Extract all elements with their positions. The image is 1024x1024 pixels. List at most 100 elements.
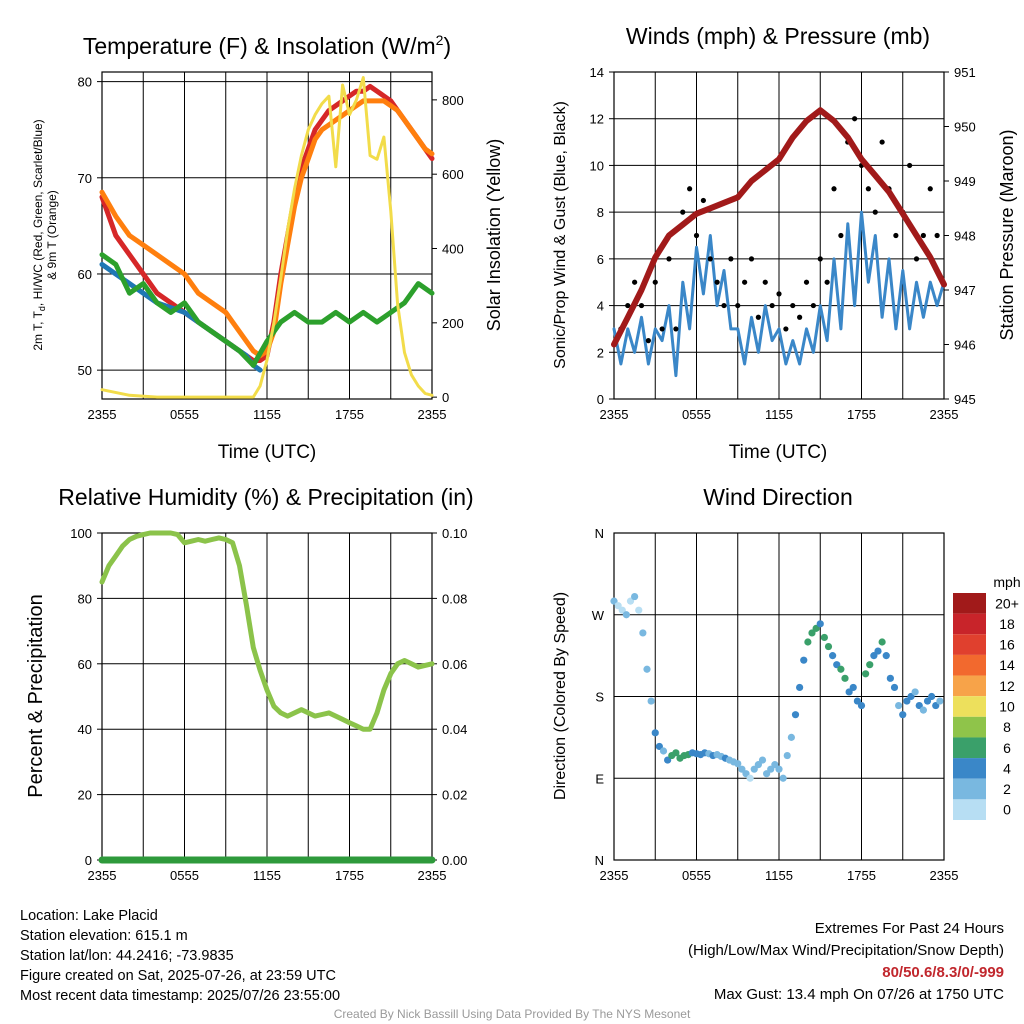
winds-y2-tick-label: 946	[954, 338, 976, 353]
humidity-y-tick-label: 100	[70, 526, 92, 541]
temperature-y-tick-label: 50	[78, 363, 92, 378]
wind-direction-point	[800, 656, 808, 664]
winds-gust-point	[742, 279, 748, 285]
winds-gust-point	[865, 186, 871, 192]
wind-direction-y-tick-label: N	[595, 853, 604, 868]
wind-direction-chart-title: Wind Direction	[703, 484, 853, 510]
latlon-text: Station lat/lon: 44.2416; -73.9835	[20, 948, 234, 964]
wind-direction-point	[779, 774, 787, 782]
winds-gust-point	[638, 302, 645, 309]
winds-gust-point	[831, 186, 837, 192]
winds-gust-point	[735, 302, 741, 309]
humidity-y2-tick-label: 0.10	[442, 526, 467, 541]
humidity-series-line	[99, 530, 435, 732]
humidity-x-tick-label: 2355	[418, 868, 447, 883]
wind-direction-point	[890, 683, 899, 692]
winds-y-tick-label: 10	[590, 158, 604, 173]
winds-gust-point	[790, 302, 796, 309]
colorbar-label: 4	[1003, 760, 1011, 776]
winds-y-tick-label: 12	[590, 112, 604, 127]
wind-direction-point	[791, 711, 800, 719]
winds-gust-point	[680, 209, 686, 215]
winds-gust-point	[645, 338, 651, 344]
wind-direction-x-tick-label: 2355	[600, 868, 629, 883]
colorbar-swatch	[953, 716, 986, 738]
winds-y-tick-label: 14	[590, 65, 604, 80]
wind-direction-point	[874, 647, 882, 655]
winds-xlabel: Time (UTC)	[729, 442, 828, 463]
wind-direction-x-tick-label: 1155	[765, 868, 793, 883]
temperature-y2-tick-label: 200	[442, 316, 464, 331]
temperature-y2-tick-label: 0	[442, 390, 449, 405]
winds-gust-point	[769, 302, 775, 309]
winds-gust-point	[927, 186, 933, 192]
colorbar-swatch	[953, 799, 986, 820]
wind-direction-point	[758, 756, 767, 764]
winds-gust-point	[893, 232, 899, 239]
winds-gust-point	[714, 279, 720, 285]
temperature-ylabel-line1: 2m T, Td, HI/WC (Red, Green, Scarlet/Blu…	[31, 119, 47, 350]
winds-gust-point	[762, 279, 768, 285]
colorbar-swatch	[953, 696, 986, 717]
winds-gust-point	[934, 232, 940, 239]
wind-direction-point	[857, 701, 866, 710]
humidity-y2-tick-label: 0.06	[442, 657, 467, 672]
wind-direction-point	[882, 652, 890, 660]
extremes-values: 80/50.6/8.3/0/-999	[882, 964, 1004, 981]
winds-gust-point	[824, 279, 830, 285]
temperature-ylabel-line2: & 9m T (Orange)	[45, 190, 59, 280]
wind-direction-point	[899, 711, 907, 719]
temperature-x-tick-label: 1755	[335, 407, 364, 422]
temperature-chart: Temperature (F) & Insolation (W/m2) 2m T…	[31, 32, 504, 463]
wind-direction-y-tick-label: S	[595, 690, 604, 705]
wind-direction-point	[672, 749, 680, 757]
winds-chart: Winds (mph) & Pressure (mb) Sonic/Prop W…	[552, 23, 1017, 463]
winds-gust-point	[907, 162, 913, 169]
temperature-x-tick-label: 2355	[418, 407, 447, 422]
humidity-y2-tick-label: 0.04	[442, 722, 467, 737]
wind-direction-ylabel-left: Direction (Colored By Speed)	[552, 592, 569, 800]
max-gust-text: Max Gust: 13.4 mph On 07/26 at 1750 UTC	[713, 986, 1004, 1003]
colorbar-label: 14	[999, 657, 1015, 673]
temperature-xlabel: Time (UTC)	[218, 442, 317, 463]
winds-gust-point	[748, 256, 755, 262]
colorbar-swatch	[953, 737, 986, 759]
winds-gust-point	[707, 256, 713, 262]
wind-direction-point	[783, 751, 791, 760]
winds-y-tick-label: 2	[597, 345, 604, 360]
winds-gust-point	[872, 209, 878, 215]
wind-direction-point	[643, 665, 651, 673]
colorbar-swatch	[953, 758, 986, 779]
winds-ylabel-right: Station Pressure (Maroon)	[997, 129, 1017, 340]
temperature-series-line	[99, 98, 435, 359]
winds-gust-point	[838, 232, 844, 239]
humidity-y2-tick-label: 0.02	[442, 788, 467, 803]
colorbar-label: 0	[1003, 802, 1011, 818]
winds-gust-point	[693, 232, 700, 239]
winds-gust-point	[852, 116, 858, 122]
wind-direction-point	[841, 674, 849, 682]
colorbar-label: 18	[999, 616, 1015, 632]
winds-chart-title: Winds (mph) & Pressure (mb)	[626, 23, 930, 49]
humidity-x-tick-label: 2355	[88, 868, 117, 883]
temperature-chart-title: Temperature (F) & Insolation (W/m2)	[83, 32, 451, 59]
wind-direction-y-tick-label: W	[592, 608, 605, 623]
winds-gust-point	[817, 256, 823, 262]
winds-y-tick-label: 6	[597, 252, 604, 267]
wind-direction-point	[866, 661, 874, 669]
colorbar-label: 6	[1003, 740, 1011, 756]
humidity-y-tick-label: 80	[78, 591, 92, 606]
humidity-y2-tick-label: 0.08	[442, 591, 467, 606]
winds-y-tick-label: 8	[597, 205, 604, 220]
temperature-y-tick-label: 80	[78, 75, 92, 90]
colorbar-swatch	[953, 654, 986, 676]
wind-direction-point	[820, 633, 828, 642]
wind-direction-point	[804, 638, 812, 646]
winds-gust-point	[728, 256, 734, 262]
wind-direction-point	[647, 697, 655, 705]
temperature-y2-tick-label: 800	[442, 93, 464, 108]
wind-direction-point	[635, 606, 643, 614]
wind-direction-point	[631, 592, 639, 601]
elevation-text: Station elevation: 615.1 m	[20, 928, 188, 944]
